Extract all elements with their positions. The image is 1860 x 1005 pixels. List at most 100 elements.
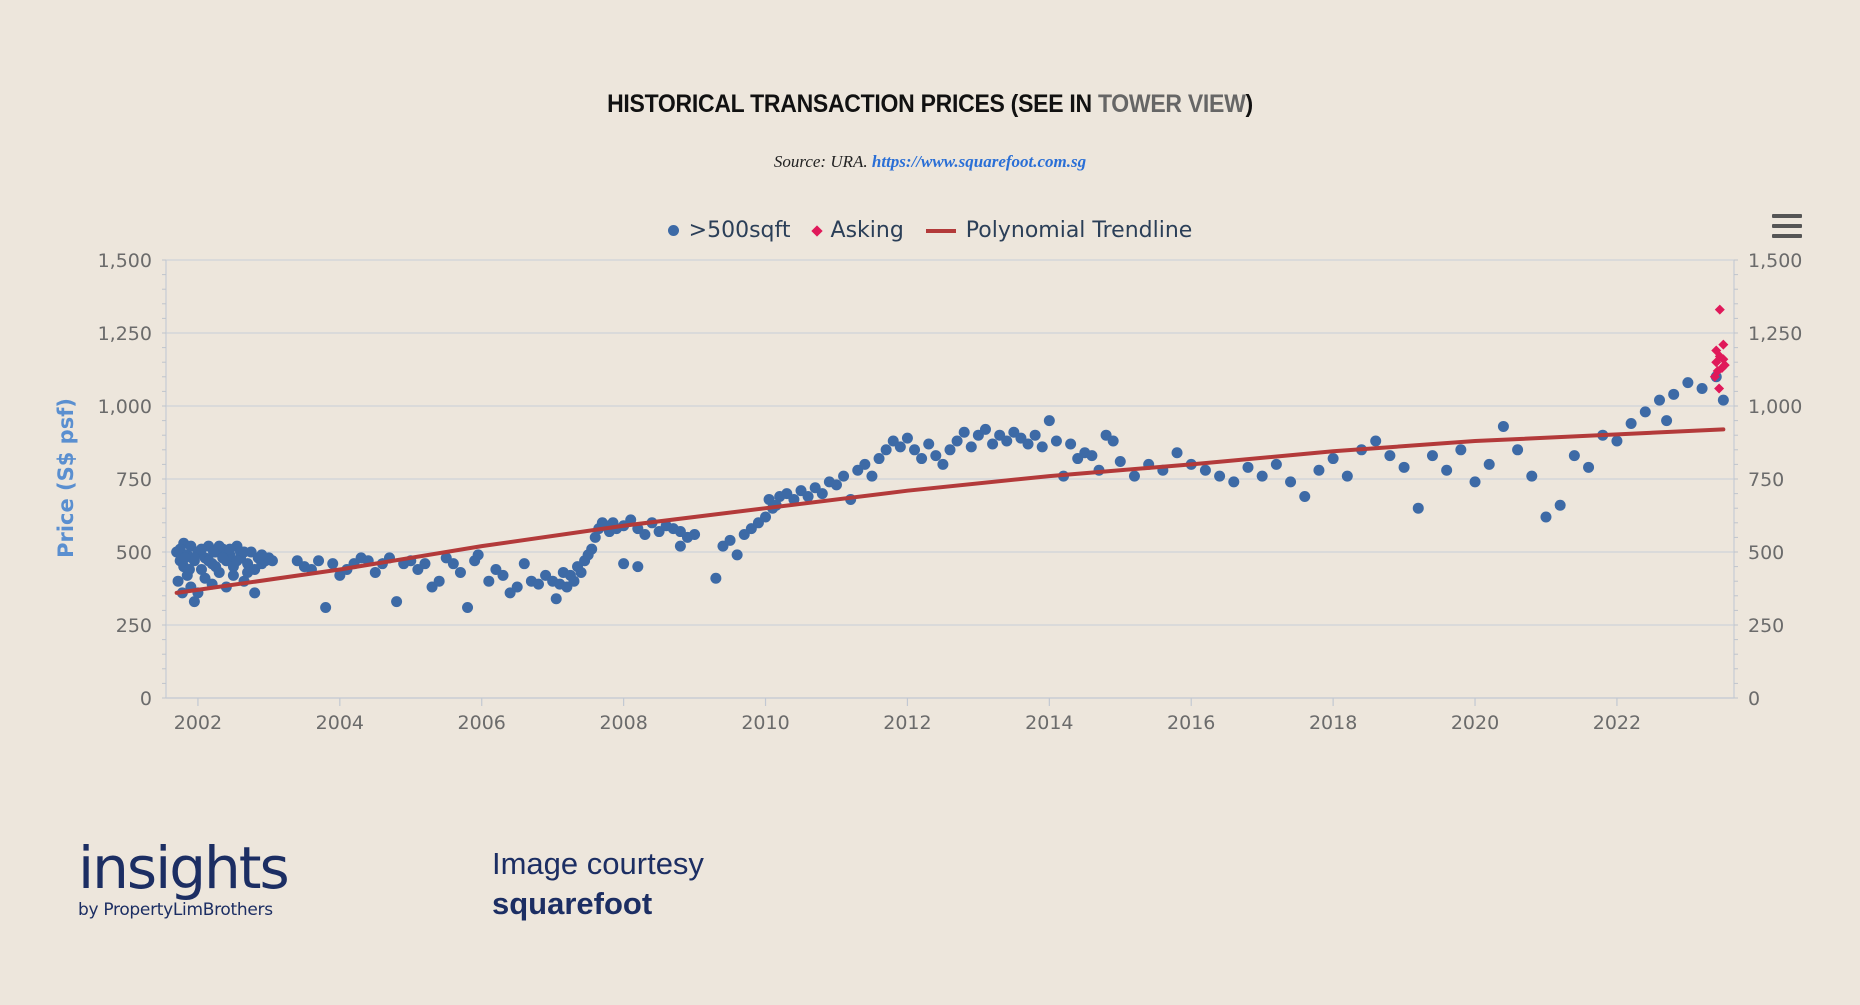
y-tick-label-left: 1,000 (98, 396, 152, 418)
source-prefix: Source: URA. (773, 152, 868, 171)
data-point-transaction (1554, 499, 1566, 511)
data-point-transaction (930, 450, 942, 462)
data-point-transaction (1285, 476, 1297, 488)
y-axis-right: 0 250 500 750 1,000 1,250 1,500 (1734, 250, 1802, 710)
data-point-transaction (1022, 438, 1034, 450)
data-point-transaction (1029, 429, 1041, 441)
data-point-transaction (208, 546, 220, 558)
data-point-transaction (172, 575, 184, 587)
data-point-asking (1714, 304, 1725, 315)
data-point-transaction (1065, 438, 1077, 450)
x-tick-label: 2010 (741, 712, 789, 734)
data-point-transaction (1228, 476, 1240, 488)
data-point-transaction (760, 511, 772, 523)
data-point-transaction (802, 491, 814, 503)
source-link[interactable]: https://www.squarefoot.com.sg (871, 152, 1087, 171)
y-tick-label-left: 0 (140, 688, 152, 710)
data-point-transaction (724, 534, 736, 546)
data-point-transaction (483, 575, 495, 587)
trendline-path (174, 427, 1726, 595)
data-point-transaction (575, 566, 587, 578)
line-marker-icon (925, 228, 956, 233)
data-point-transaction (944, 444, 956, 456)
data-point-transaction (511, 581, 523, 593)
courtesy-line2: squarefoot (492, 886, 653, 921)
y-axis-label: Price (S$ psf) (54, 398, 78, 558)
data-point-transaction (1717, 394, 1729, 406)
data-point-asking (1718, 339, 1729, 350)
chart-grid (165, 259, 1735, 699)
data-point-transaction (188, 552, 200, 564)
data-point-transaction (256, 549, 268, 561)
data-point-transaction (816, 488, 828, 500)
courtesy-line1: Image courtesy (492, 846, 704, 881)
data-point-transaction (320, 601, 332, 613)
data-point-transaction (1327, 453, 1339, 465)
data-point-transaction (979, 423, 991, 435)
x-tick-label: 2002 (174, 712, 222, 734)
y-axis-left: 0 250 500 750 1,000 1,250 1,500 (98, 250, 166, 710)
data-point-transaction (231, 555, 243, 567)
data-point-transaction (497, 569, 509, 581)
x-tick-label: 2008 (599, 712, 647, 734)
data-point-transaction (1036, 441, 1048, 453)
data-point-transaction (909, 444, 921, 456)
data-point-transaction (916, 453, 928, 465)
data-point-transaction (1001, 435, 1013, 447)
data-point-transaction (1256, 470, 1268, 482)
data-point-asking (1711, 357, 1722, 368)
x-tick-label: 2004 (316, 712, 364, 734)
data-point-transaction (391, 596, 403, 608)
data-point-transaction (859, 458, 871, 470)
data-point-transaction (1583, 461, 1595, 473)
data-point-transaction (1540, 511, 1552, 523)
legend-item-asking[interactable]: Asking (810, 218, 904, 243)
image-courtesy: Image courtesy squarefoot (492, 846, 704, 922)
legend-label-asking: Asking (830, 218, 904, 243)
data-point-transaction (1568, 450, 1580, 462)
brand-main: insights (78, 834, 290, 902)
data-point-transaction (1469, 476, 1481, 488)
brand-logo: insights by PropertyLimBrothers (78, 834, 290, 920)
data-point-transaction (958, 426, 970, 438)
data-point-transaction (1526, 470, 1538, 482)
data-point-transaction (1426, 450, 1438, 462)
data-point-transaction (1412, 502, 1424, 514)
y-tick-label-right: 0 (1748, 688, 1760, 710)
y-tick-label-left: 1,250 (98, 323, 152, 345)
legend-item-transactions[interactable]: >500sqft (667, 218, 791, 243)
data-point-transaction (183, 564, 195, 576)
data-point-transaction (710, 572, 722, 584)
brand-sub: by PropertyLimBrothers (78, 900, 273, 920)
data-point-transaction (965, 441, 977, 453)
data-point-transaction (880, 444, 892, 456)
data-point-transaction (238, 546, 250, 558)
tower-view-link[interactable]: TOWER VIEW (1097, 90, 1246, 118)
data-point-transaction (1270, 458, 1282, 470)
y-tick-label-right: 500 (1748, 542, 1784, 564)
data-point-transaction (1313, 464, 1325, 476)
legend-item-trendline[interactable]: Polynomial Trendline (925, 218, 1192, 243)
data-point-transaction (1696, 382, 1708, 394)
scatter-chart: 0 250 500 750 1,000 1,250 1,500 0 250 500 750 1,00… (98, 250, 1803, 734)
data-point-transaction (1043, 415, 1055, 427)
y-tick-label-left: 250 (116, 615, 152, 637)
hamburger-menu-icon[interactable] (1772, 214, 1802, 240)
data-point-transaction (179, 552, 191, 564)
data-point-transaction (866, 470, 878, 482)
data-point-transaction (1114, 455, 1126, 467)
data-point-transaction (1242, 461, 1254, 473)
x-tick-label: 2018 (1309, 712, 1357, 734)
data-point-transaction (1455, 444, 1467, 456)
data-point-transaction (1682, 377, 1694, 389)
data-point-transaction (1370, 435, 1382, 447)
y-tick-label-right: 1,250 (1748, 323, 1802, 345)
data-point-transaction (951, 435, 963, 447)
data-point-transaction (1214, 470, 1226, 482)
data-point-transaction (1384, 450, 1396, 462)
data-point-transaction (1086, 450, 1098, 462)
chart-legend: >500sqft Asking Polynomial Trendline (0, 218, 1860, 243)
data-point-transaction (1050, 435, 1062, 447)
series-transactions (171, 371, 1729, 613)
data-point-transaction (618, 558, 630, 570)
